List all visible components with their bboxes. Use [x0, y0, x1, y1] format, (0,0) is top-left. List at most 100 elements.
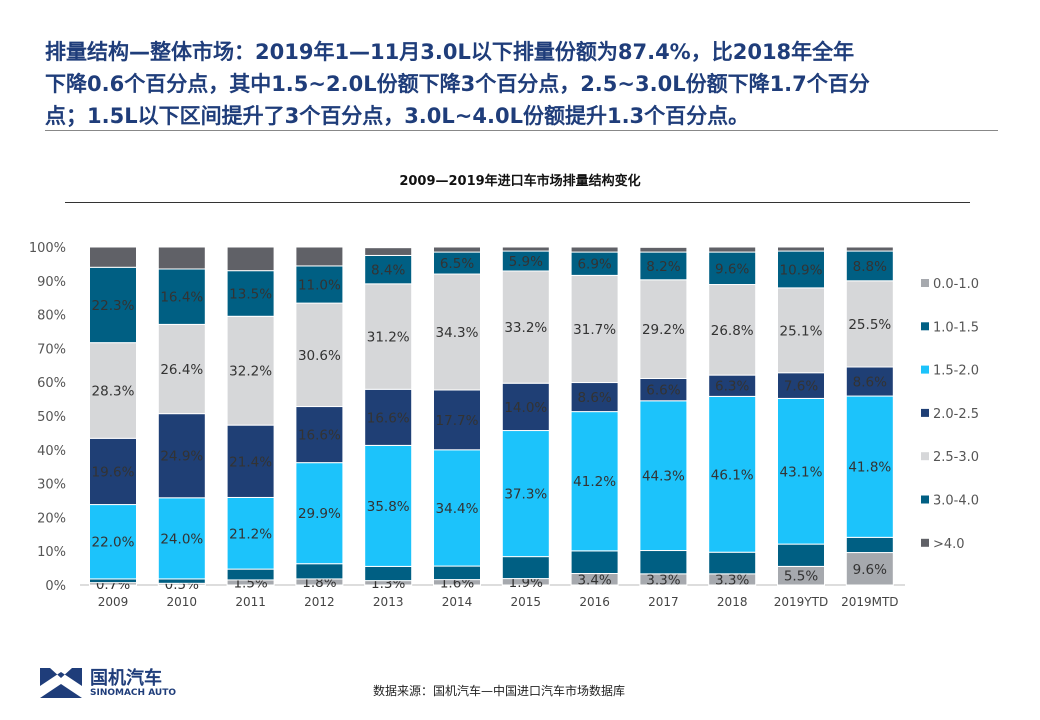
- legend-label: 3.0-4.0: [933, 494, 979, 509]
- bar-segment-1_0_1_5: [433, 565, 481, 581]
- data-label: 7.6%: [784, 379, 818, 395]
- data-label: 14.0%: [504, 400, 547, 416]
- y-tick-label: 30%: [37, 478, 66, 493]
- legend-swatch: [921, 322, 929, 331]
- data-label: 41.8%: [848, 460, 891, 476]
- y-tick-label: 100%: [29, 241, 66, 256]
- legend-swatch: [921, 279, 929, 287]
- y-tick-label: 70%: [37, 342, 66, 357]
- bar-segment-_4_0: [570, 246, 619, 253]
- data-label: 21.4%: [229, 454, 272, 470]
- y-tick-label: 0%: [45, 579, 66, 594]
- data-label: 26.4%: [160, 362, 203, 378]
- data-label: 3.3%: [646, 572, 680, 588]
- data-label: 37.3%: [504, 487, 547, 503]
- legend-label: 2.0-2.5: [933, 407, 979, 422]
- data-label: 22.3%: [92, 298, 135, 314]
- bar-segment-_4_0: [501, 246, 550, 252]
- y-tick-label: 20%: [37, 511, 66, 526]
- bar-segment-3_0_4_0: [845, 250, 894, 282]
- data-label: 46.1%: [711, 467, 754, 483]
- bar-segment-1_0_1_5: [89, 578, 137, 584]
- bar-segment-3_0_4_0: [157, 268, 206, 325]
- bar-segment-1_0_1_5: [501, 556, 550, 580]
- y-tick-label: 50%: [37, 410, 66, 425]
- data-label: 6.6%: [646, 383, 680, 399]
- bar-segment-1_0_1_5: [570, 550, 619, 575]
- bar-segment-2_0_2_5: [501, 382, 550, 432]
- legend-label: 1.5-2.0: [933, 364, 979, 379]
- bar-segment-1_5_2_0: [295, 462, 344, 565]
- bar-segment-3_0_4_0: [295, 265, 344, 304]
- data-label: 6.5%: [440, 256, 474, 272]
- y-tick-label: 60%: [37, 376, 66, 391]
- legend-swatch: [921, 538, 929, 547]
- x-tick-label: 2019YTD: [774, 595, 828, 609]
- bar-segment-2_5_3_0: [639, 279, 688, 379]
- bar-segment-_4_0: [364, 247, 413, 256]
- bar-segment-_4_0: [433, 246, 481, 253]
- data-label: 5.5%: [784, 569, 818, 585]
- bar-segment-_4_0: [226, 246, 275, 272]
- bar-segment-3_0_4_0: [364, 254, 413, 285]
- data-label: 8.6%: [853, 375, 887, 391]
- data-label: 29.2%: [642, 322, 685, 338]
- x-tick-label: 2011: [235, 595, 266, 609]
- data-label: 8.8%: [853, 259, 887, 275]
- data-label: 16.6%: [298, 428, 341, 444]
- x-tick-label: 2012: [304, 595, 335, 609]
- bar-segment-1_5_2_0: [226, 496, 275, 570]
- bar-segment-2_0_2_5: [570, 382, 619, 413]
- data-label: 24.9%: [160, 449, 203, 465]
- bar-segment-1_0_1_5: [708, 551, 757, 575]
- bar-segment-2_5_3_0: [157, 323, 206, 415]
- bar-segment-3_0_4_0: [639, 251, 688, 281]
- data-label: 35.8%: [367, 499, 410, 515]
- data-label: 3.3%: [715, 572, 749, 588]
- data-label: 33.2%: [504, 320, 547, 336]
- legend-swatch: [921, 452, 929, 461]
- data-label: 31.7%: [573, 322, 616, 338]
- data-label: 5.9%: [509, 254, 543, 270]
- x-tick-label: 2018: [717, 595, 748, 609]
- bar-segment-2_5_3_0: [777, 287, 825, 374]
- data-label: 8.6%: [577, 390, 611, 406]
- bar-segment-1_5_2_0: [433, 449, 481, 567]
- headline-divider: [45, 130, 998, 131]
- headline: 排量结构—整体市场：2019年1—11月3.0L以下排量份额为87.4%，比20…: [45, 36, 1040, 132]
- headline-line-1: 排量结构—整体市场：2019年1—11月3.0L以下排量份额为87.4%，比20…: [45, 40, 855, 64]
- data-label: 8.2%: [646, 259, 680, 275]
- logo-text-cn: 国机汽车: [90, 668, 162, 689]
- bar-segment-1_0_1_5: [157, 578, 206, 584]
- data-label: 10.9%: [780, 262, 823, 278]
- y-tick-label: 10%: [37, 545, 66, 560]
- legend-label: 2.5-3.0: [933, 450, 979, 465]
- sinomach-logo-icon: [40, 668, 82, 698]
- data-label: 8.4%: [371, 263, 405, 279]
- bar-segment-2_0_2_5: [295, 406, 344, 464]
- legend-label: >4.0: [933, 537, 965, 552]
- legend-swatch: [921, 365, 929, 374]
- x-tick-label: 2013: [373, 595, 404, 609]
- bar-segment-1_5_2_0: [364, 444, 413, 567]
- chart-title: 2009—2019年进口车市场排量结构变化: [399, 174, 641, 189]
- data-label: 25.5%: [848, 317, 891, 333]
- data-label: 13.5%: [229, 286, 272, 302]
- chart-title-divider: [65, 202, 970, 203]
- bar-segment-1_5_2_0: [845, 395, 894, 538]
- legend-swatch: [921, 408, 929, 417]
- data-label: 9.6%: [715, 261, 749, 277]
- bar-segment-1_0_1_5: [226, 568, 275, 581]
- data-label: 43.1%: [780, 464, 823, 480]
- data-label: 32.2%: [229, 364, 272, 380]
- data-label: 25.1%: [780, 323, 823, 339]
- data-label: 24.0%: [160, 531, 203, 547]
- data-label: 34.4%: [436, 501, 479, 517]
- data-source: 数据来源：国机汽车—中国进口汽车市场数据库: [373, 684, 626, 698]
- y-tick-label: 40%: [37, 444, 66, 459]
- headline-line-3: 点；1.5L以下区间提升了3个百分点，3.0L~4.0L份额提升1.3个百分点。: [45, 104, 750, 128]
- data-label: 16.4%: [160, 290, 203, 306]
- bar-segment-1_0_1_5: [639, 550, 688, 575]
- bar-segment-1_5_2_0: [157, 497, 206, 580]
- bar-segment-_4_0: [89, 246, 137, 268]
